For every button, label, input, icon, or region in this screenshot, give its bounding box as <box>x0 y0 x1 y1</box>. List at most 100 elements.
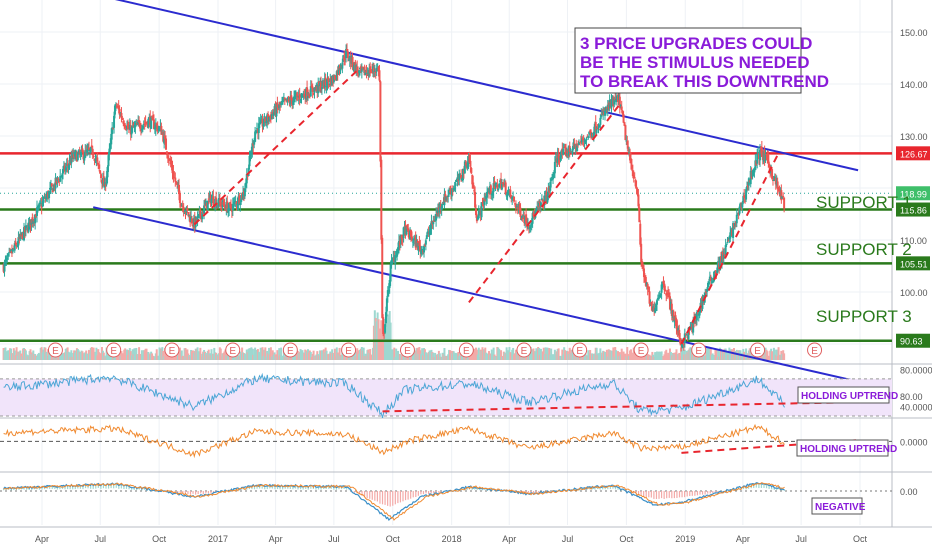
macd-hist-bar <box>579 489 581 491</box>
candle-body <box>165 151 168 156</box>
candle-body <box>86 149 89 153</box>
candle-body <box>390 260 393 266</box>
candle-body <box>90 145 93 147</box>
candle-body <box>625 140 628 142</box>
macd-hist-bar <box>381 491 384 505</box>
candle-body <box>592 131 595 138</box>
candle-body <box>518 204 521 210</box>
candle-body <box>207 198 210 200</box>
macd-hist-bar <box>256 485 258 489</box>
candle-body <box>307 95 310 99</box>
earnings-marker <box>341 342 357 358</box>
volume-bar <box>595 347 598 360</box>
macd-hist-bar <box>612 485 614 489</box>
macd-hist-bar <box>279 486 281 490</box>
candle-body <box>595 128 598 133</box>
support-2-label: SUPPORT 2 <box>816 240 912 259</box>
candle-body <box>633 177 636 179</box>
candle-body <box>725 243 728 245</box>
candle-body <box>406 224 409 229</box>
volume-bar <box>45 351 48 360</box>
macd-hist-bar <box>481 488 483 491</box>
candle-body <box>600 114 603 117</box>
candle-body <box>324 77 327 86</box>
candle-body <box>312 92 315 94</box>
volume-bar <box>544 347 547 360</box>
candle-body <box>295 94 298 96</box>
horizontal-levels <box>0 152 892 342</box>
candle-body <box>19 233 22 240</box>
candle-body <box>724 245 727 255</box>
candle-body <box>105 176 108 185</box>
candle-body <box>341 62 344 69</box>
earnings-letter: E <box>521 346 528 357</box>
macd-hist-bar <box>707 491 709 494</box>
macd-hist-bar <box>363 491 366 497</box>
candle-body <box>630 165 633 169</box>
candle-body <box>217 198 220 207</box>
macd-hist-bar <box>425 491 427 494</box>
candle-body <box>494 183 497 187</box>
candle-body <box>118 109 121 115</box>
volume-bar <box>745 348 748 360</box>
macd-hist-bar <box>407 491 409 500</box>
macd-hist-bar <box>438 491 440 493</box>
candle-body <box>327 78 330 82</box>
candle-body <box>261 118 264 127</box>
candle-body <box>640 243 643 263</box>
candle-body <box>164 135 167 140</box>
candle-body <box>262 123 265 127</box>
candle-body <box>520 218 523 220</box>
candle-body <box>738 206 741 214</box>
dashed-uptrend-2017-2018 <box>468 104 621 304</box>
volume-bar <box>70 350 73 360</box>
macd-hist-bar <box>64 486 66 490</box>
macd-hist-bar <box>599 487 601 490</box>
macd-hist-bar <box>95 485 97 489</box>
candle-body <box>629 153 632 161</box>
macd-hist-bar <box>128 486 130 490</box>
candle-body <box>386 290 389 297</box>
candle-body <box>484 198 487 201</box>
candle-body <box>751 170 754 177</box>
candle-body <box>317 81 320 94</box>
level-tag-text-last: 118.99 <box>900 189 927 199</box>
macd-hist-bar <box>527 491 530 493</box>
volume-bar <box>492 347 495 360</box>
candle-body <box>20 234 23 237</box>
candle-body <box>363 66 366 76</box>
macd-hist-bar <box>26 487 28 490</box>
candle-body <box>726 242 729 244</box>
volume-bar <box>299 349 302 360</box>
candle-body <box>245 174 248 184</box>
candle-body <box>275 104 278 117</box>
macd-hist-bar <box>684 491 686 498</box>
candle-body <box>782 196 785 198</box>
volume-bar <box>155 349 158 360</box>
headline-callout: 3 PRICE UPGRADES COULD BE THE STIMULUS N… <box>574 27 829 94</box>
candle-body <box>374 71 377 74</box>
candle-body <box>43 196 46 198</box>
candle-body <box>684 333 687 335</box>
candle-body <box>172 171 175 178</box>
volume-bar <box>500 350 503 360</box>
earnings-marker <box>458 342 474 358</box>
level-tag-text-support-1: 115.86 <box>900 206 927 216</box>
macd-hist-bar <box>200 491 202 494</box>
candle-body <box>432 220 435 225</box>
candle-body <box>74 151 77 157</box>
macd-hist-bar <box>369 491 371 499</box>
macd-hist-bar <box>23 487 25 490</box>
candle-body <box>37 204 40 208</box>
candle-body <box>154 124 157 130</box>
macd-hist-bar <box>49 485 51 489</box>
macd-hist-bar <box>92 485 94 489</box>
macd-hist-bar <box>655 491 658 499</box>
x-tick-label: Apr <box>269 534 283 544</box>
candle-body <box>627 146 630 152</box>
candle-body <box>59 175 62 182</box>
macd-hist-bar <box>253 486 256 490</box>
macd-hist-bar <box>760 483 763 489</box>
candle-body <box>745 189 748 200</box>
